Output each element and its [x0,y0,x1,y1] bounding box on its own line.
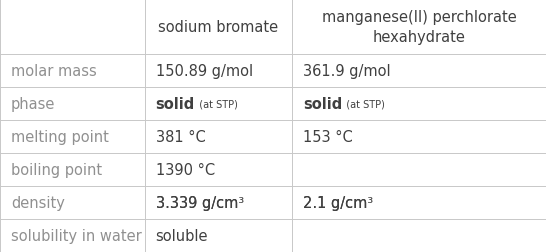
Text: molar mass: molar mass [11,63,97,78]
Text: 153 °C: 153 °C [303,129,353,144]
Text: 361.9 g/mol: 361.9 g/mol [303,63,390,78]
Text: density: density [11,195,65,210]
Text: solubility in water: solubility in water [11,228,141,243]
Text: solid: solid [156,96,195,111]
Text: boiling point: boiling point [11,162,102,177]
Text: (at STP): (at STP) [193,99,238,109]
Text: 150.89 g/mol: 150.89 g/mol [156,63,253,78]
Text: phase: phase [11,96,55,111]
Text: manganese(II) perchlorate
hexahydrate: manganese(II) perchlorate hexahydrate [322,10,517,45]
Text: (at STP): (at STP) [340,99,385,109]
Text: 3.339 g/cm: 3.339 g/cm [156,195,238,210]
Text: 381 °C: 381 °C [156,129,205,144]
Text: 2.1 g/cm³: 2.1 g/cm³ [303,195,373,210]
Text: melting point: melting point [11,129,109,144]
Text: sodium bromate: sodium bromate [158,20,278,35]
Text: 1390 °C: 1390 °C [156,162,215,177]
Text: soluble: soluble [156,228,208,243]
Text: solid: solid [303,96,342,111]
Text: 3.339 g/cm³: 3.339 g/cm³ [156,195,244,210]
Text: 2.1 g/cm: 2.1 g/cm [303,195,367,210]
